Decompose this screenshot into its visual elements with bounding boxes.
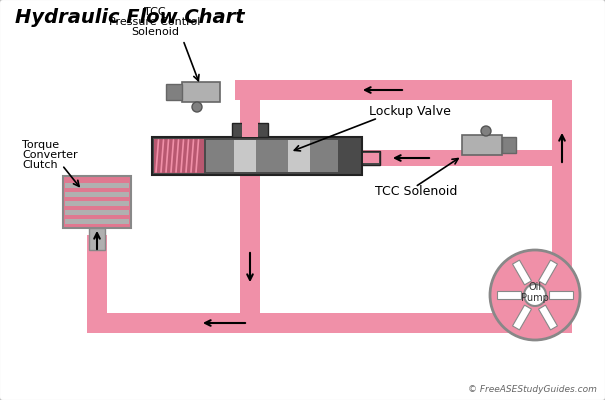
Bar — [65, 201, 129, 206]
Circle shape — [192, 102, 202, 112]
Bar — [462, 135, 502, 155]
Bar — [206, 140, 234, 172]
Circle shape — [524, 284, 546, 306]
Text: Lockup Valve: Lockup Valve — [369, 105, 451, 118]
Circle shape — [481, 126, 491, 136]
Bar — [538, 260, 557, 285]
Bar — [182, 82, 220, 102]
Bar — [63, 176, 131, 228]
Circle shape — [490, 250, 580, 340]
Bar — [235, 80, 572, 100]
Bar — [240, 80, 260, 333]
Text: TCC: TCC — [144, 7, 166, 17]
Bar — [234, 140, 256, 172]
Bar — [87, 235, 107, 333]
Bar — [310, 140, 338, 172]
Text: Solenoid: Solenoid — [131, 27, 179, 37]
Text: © FreeASEStudyGuides.com: © FreeASEStudyGuides.com — [468, 385, 597, 394]
Text: Torque: Torque — [22, 140, 59, 150]
Bar — [154, 139, 204, 173]
Text: Clutch: Clutch — [22, 160, 57, 170]
Bar — [242, 121, 258, 137]
Text: Converter: Converter — [22, 150, 77, 160]
Bar — [512, 305, 531, 330]
Bar — [538, 305, 557, 330]
Bar — [497, 291, 521, 299]
Bar — [549, 291, 573, 299]
Text: TCC Solenoid: TCC Solenoid — [375, 185, 457, 198]
Bar — [512, 260, 531, 285]
Bar — [65, 183, 129, 188]
Text: Pump: Pump — [521, 293, 549, 303]
Text: Hydraulic Flow Chart: Hydraulic Flow Chart — [15, 8, 244, 27]
Text: Pressure Control: Pressure Control — [110, 17, 201, 27]
Bar — [65, 210, 129, 215]
Bar — [363, 153, 379, 163]
Bar — [288, 140, 310, 172]
Bar — [65, 192, 129, 197]
Bar — [166, 84, 182, 100]
Bar — [89, 228, 105, 250]
Bar — [65, 219, 129, 224]
Bar — [358, 150, 572, 166]
Bar — [256, 140, 288, 172]
Text: Oil: Oil — [528, 282, 541, 292]
Bar — [362, 151, 380, 165]
Bar — [152, 137, 362, 175]
Bar — [232, 123, 268, 137]
Bar — [552, 80, 572, 333]
Bar — [87, 313, 562, 333]
Bar — [502, 137, 516, 153]
